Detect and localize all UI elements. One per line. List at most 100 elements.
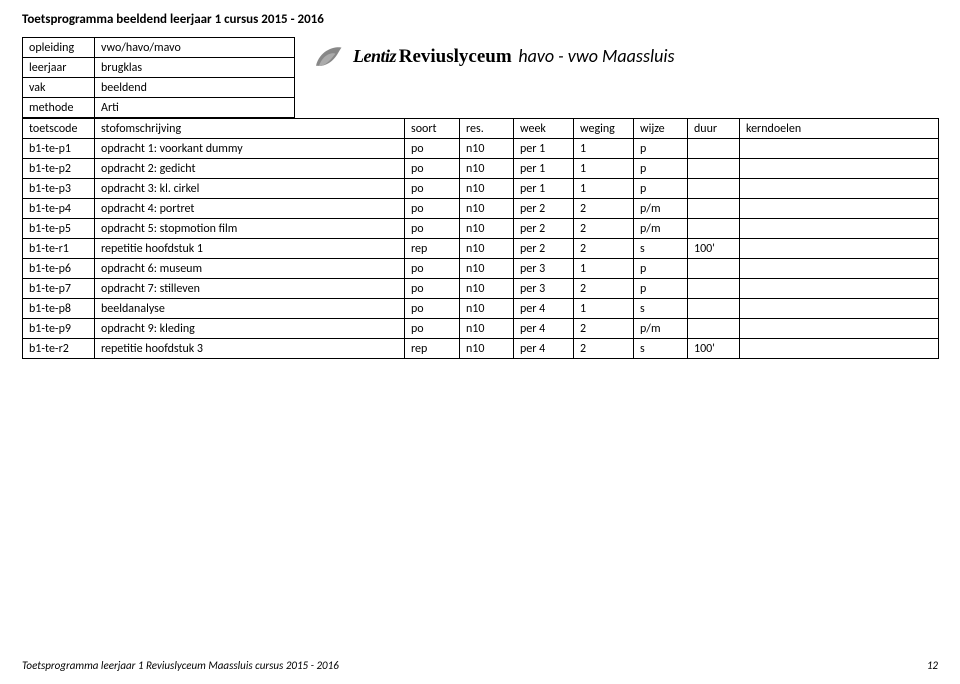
- table-cell: per 3: [514, 259, 574, 279]
- table-cell: opdracht 1: voorkant dummy: [95, 139, 405, 159]
- table-cell: b1-te-p3: [23, 179, 95, 199]
- table-cell: b1-te-p5: [23, 219, 95, 239]
- table-cell: 1: [574, 139, 634, 159]
- table-cell: 2: [574, 219, 634, 239]
- table-cell: per 2: [514, 239, 574, 259]
- table-cell: [740, 139, 939, 159]
- table-cell: repetitie hoofdstuk 3: [95, 339, 405, 359]
- table-cell: opdracht 7: stilleven: [95, 279, 405, 299]
- table-cell: 100': [688, 239, 740, 259]
- meta-cell: methode: [23, 98, 95, 118]
- table-cell: n10: [460, 139, 514, 159]
- table-cell: po: [405, 139, 460, 159]
- table-cell: [688, 319, 740, 339]
- meta-cell: vak: [23, 78, 95, 98]
- table-cell: 1: [574, 299, 634, 319]
- meta-cell: leerjaar: [23, 58, 95, 78]
- meta-cell: Arti: [95, 98, 295, 118]
- logo-sub: havo - vwo Maassluis: [518, 45, 674, 67]
- table-cell: opdracht 5: stopmotion film: [95, 219, 405, 239]
- column-header: soort: [405, 119, 460, 139]
- table-cell: rep: [405, 239, 460, 259]
- table-cell: b1-te-p2: [23, 159, 95, 179]
- table-row: b1-te-p2opdracht 2: gedichtpon10per 11p: [23, 159, 939, 179]
- table-cell: opdracht 6: museum: [95, 259, 405, 279]
- table-cell: 2: [574, 319, 634, 339]
- table-cell: p: [634, 179, 688, 199]
- table-cell: [740, 339, 939, 359]
- page-title: Toetsprogramma beeldend leerjaar 1 cursu…: [0, 0, 960, 37]
- table-row: b1-te-p8beeldanalysepon10per 41s: [23, 299, 939, 319]
- table-cell: po: [405, 179, 460, 199]
- table-cell: [688, 199, 740, 219]
- table-cell: n10: [460, 239, 514, 259]
- table-cell: s: [634, 299, 688, 319]
- table-cell: [740, 279, 939, 299]
- table-cell: per 1: [514, 139, 574, 159]
- table-row: b1-te-r2repetitie hoofdstuk 3repn10per 4…: [23, 339, 939, 359]
- table-cell: n10: [460, 299, 514, 319]
- table-row: b1-te-p9opdracht 9: kledingpon10per 42p/…: [23, 319, 939, 339]
- table-cell: n10: [460, 179, 514, 199]
- footer: Toetsprogramma leerjaar 1 Reviuslyceum M…: [22, 659, 938, 672]
- meta-table: opleidingvwo/havo/mavoleerjaarbrugklasva…: [22, 37, 295, 118]
- table-cell: [688, 219, 740, 239]
- table-cell: po: [405, 219, 460, 239]
- table-cell: p/m: [634, 219, 688, 239]
- table-cell: b1-te-p6: [23, 259, 95, 279]
- table-cell: p: [634, 139, 688, 159]
- table-cell: po: [405, 159, 460, 179]
- table-cell: 1: [574, 159, 634, 179]
- column-header: res.: [460, 119, 514, 139]
- table-cell: 2: [574, 239, 634, 259]
- table-row: b1-te-r1repetitie hoofdstuk 1repn10per 2…: [23, 239, 939, 259]
- table-cell: opdracht 3: kl. cirkel: [95, 179, 405, 199]
- table-cell: po: [405, 279, 460, 299]
- table-cell: p/m: [634, 319, 688, 339]
- footer-left: Toetsprogramma leerjaar 1 Reviuslyceum M…: [22, 659, 339, 672]
- table-cell: n10: [460, 339, 514, 359]
- meta-cell: opleiding: [23, 38, 95, 58]
- meta-row: methodeArti: [23, 98, 295, 118]
- meta-cell: beeldend: [95, 78, 295, 98]
- meta-row: leerjaarbrugklas: [23, 58, 295, 78]
- table-cell: beeldanalyse: [95, 299, 405, 319]
- table-cell: 1: [574, 259, 634, 279]
- table-cell: n10: [460, 159, 514, 179]
- table-cell: n10: [460, 279, 514, 299]
- table-cell: 100': [688, 339, 740, 359]
- table-cell: b1-te-p7: [23, 279, 95, 299]
- table-cell: n10: [460, 219, 514, 239]
- table-cell: po: [405, 259, 460, 279]
- table-cell: n10: [460, 259, 514, 279]
- table-cell: [688, 299, 740, 319]
- table-cell: [740, 259, 939, 279]
- meta-row: opleidingvwo/havo/mavo: [23, 38, 295, 58]
- table-cell: b1-te-p9: [23, 319, 95, 339]
- table-cell: [740, 219, 939, 239]
- table-cell: per 1: [514, 179, 574, 199]
- table-cell: per 2: [514, 219, 574, 239]
- table-cell: po: [405, 199, 460, 219]
- column-header: weging: [574, 119, 634, 139]
- table-cell: s: [634, 239, 688, 259]
- main-table: toetscodestofomschrijvingsoortres.weekwe…: [22, 118, 939, 359]
- table-cell: 2: [574, 339, 634, 359]
- table-row: b1-te-p1opdracht 1: voorkant dummypon10p…: [23, 139, 939, 159]
- table-cell: per 1: [514, 159, 574, 179]
- table-row: b1-te-p7opdracht 7: stillevenpon10per 32…: [23, 279, 939, 299]
- table-cell: po: [405, 319, 460, 339]
- table-cell: [740, 299, 939, 319]
- table-cell: p: [634, 259, 688, 279]
- table-cell: opdracht 2: gedicht: [95, 159, 405, 179]
- table-cell: n10: [460, 199, 514, 219]
- meta-cell: brugklas: [95, 58, 295, 78]
- table-cell: p: [634, 159, 688, 179]
- column-header: stofomschrijving: [95, 119, 405, 139]
- logo-area: Lentiz Reviuslyceum havo - vwo Maassluis: [313, 37, 674, 69]
- table-cell: per 4: [514, 339, 574, 359]
- table-cell: rep: [405, 339, 460, 359]
- column-header: toetscode: [23, 119, 95, 139]
- top-area: opleidingvwo/havo/mavoleerjaarbrugklasva…: [0, 37, 960, 118]
- leaf-icon: [313, 43, 343, 69]
